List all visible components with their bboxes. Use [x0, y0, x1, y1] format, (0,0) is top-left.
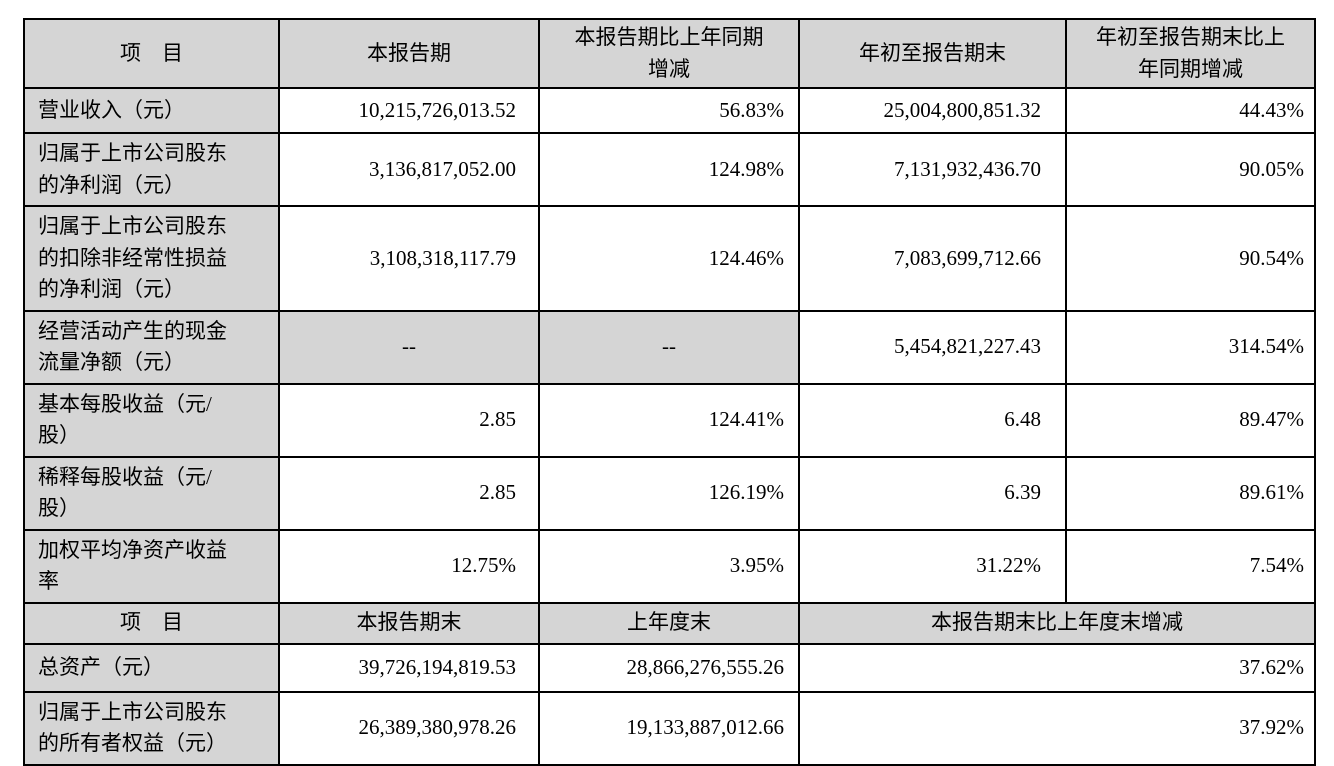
table-row-weighted-avg-roe: 加权平均净资产收益 率 12.75% 3.95% 31.22% 7.54%: [23, 528, 1316, 604]
value-cell: 7.54%: [1065, 528, 1316, 604]
value-cell: 19,133,887,012.66: [538, 690, 800, 766]
value-cell: 314.54%: [1065, 309, 1316, 385]
value-cell: 2.85: [278, 382, 540, 458]
header-cell-item: 项 目: [23, 601, 280, 645]
value-cell: 124.98%: [538, 132, 800, 207]
table-row-basic-eps: 基本每股收益（元/ 股） 2.85 124.41% 6.48 89.47%: [23, 382, 1316, 458]
header-cell-yoy-change: 本报告期比上年同期 增减: [538, 18, 800, 89]
value-cell: 89.61%: [1065, 455, 1316, 531]
value-cell: 6.48: [798, 382, 1067, 458]
value-cell: 28,866,276,555.26: [538, 642, 800, 693]
value-cell: 25,004,800,851.32: [798, 87, 1067, 134]
value-cell: 12.75%: [278, 528, 540, 604]
table-row-net-profit: 归属于上市公司股东 的净利润（元） 3,136,817,052.00 124.9…: [23, 132, 1316, 207]
value-cell: 31.22%: [798, 528, 1067, 604]
value-cell: 5,454,821,227.43: [798, 309, 1067, 385]
value-cell: 3.95%: [538, 528, 800, 604]
header-cell-current-period: 本报告期: [278, 18, 540, 89]
table-row-total-assets: 总资产（元） 39,726,194,819.53 28,866,276,555.…: [23, 642, 1316, 693]
value-cell: 37.62%: [798, 642, 1316, 693]
value-cell: 44.43%: [1065, 87, 1316, 134]
value-cell: 7,083,699,712.66: [798, 205, 1067, 312]
row-label: 稀释每股收益（元/ 股）: [23, 455, 280, 531]
row-label: 营业收入（元）: [23, 87, 280, 134]
table-row-deducted-net-profit: 归属于上市公司股东 的扣除非经常性损益 的净利润（元） 3,108,318,11…: [23, 205, 1316, 312]
header-cell-item: 项 目: [23, 18, 280, 89]
row-label: 加权平均净资产收益 率: [23, 528, 280, 604]
value-cell: 56.83%: [538, 87, 800, 134]
value-cell: 126.19%: [538, 455, 800, 531]
value-cell: --: [538, 309, 800, 385]
period-end-header-row: 项 目 本报告期末 上年度末 本报告期末比上年度末增减: [23, 601, 1316, 645]
value-cell: --: [278, 309, 540, 385]
header-cell-change-vs-prior-year-end: 本报告期末比上年度末增减: [798, 601, 1316, 645]
value-cell: 124.41%: [538, 382, 800, 458]
table-row-owners-equity: 归属于上市公司股东 的所有者权益（元） 26,389,380,978.26 19…: [23, 690, 1316, 766]
header-cell-period-end: 本报告期末: [278, 601, 540, 645]
row-label: 经营活动产生的现金 流量净额（元）: [23, 309, 280, 385]
value-cell: 124.46%: [538, 205, 800, 312]
row-label: 归属于上市公司股东 的所有者权益（元）: [23, 690, 280, 766]
header-cell-ytd-yoy-change: 年初至报告期末比上 年同期增减: [1065, 18, 1316, 89]
row-label: 总资产（元）: [23, 642, 280, 693]
table-row-diluted-eps: 稀释每股收益（元/ 股） 2.85 126.19% 6.39 89.61%: [23, 455, 1316, 531]
value-cell: 90.05%: [1065, 132, 1316, 207]
value-cell: 90.54%: [1065, 205, 1316, 312]
value-cell: 7,131,932,436.70: [798, 132, 1067, 207]
table-row-operating-cash-flow: 经营活动产生的现金 流量净额（元） -- -- 5,454,821,227.43…: [23, 309, 1316, 385]
row-label: 基本每股收益（元/ 股）: [23, 382, 280, 458]
period-header-row: 项 目 本报告期 本报告期比上年同期 增减 年初至报告期末 年初至报告期末比上 …: [23, 18, 1316, 89]
financial-summary-table: 项 目 本报告期 本报告期比上年同期 增减 年初至报告期末 年初至报告期末比上 …: [23, 18, 1316, 766]
value-cell: 39,726,194,819.53: [278, 642, 540, 693]
value-cell: 89.47%: [1065, 382, 1316, 458]
value-cell: 6.39: [798, 455, 1067, 531]
header-cell-ytd: 年初至报告期末: [798, 18, 1067, 89]
value-cell: 26,389,380,978.26: [278, 690, 540, 766]
value-cell: 10,215,726,013.52: [278, 87, 540, 134]
value-cell: 3,108,318,117.79: [278, 205, 540, 312]
value-cell: 3,136,817,052.00: [278, 132, 540, 207]
table-row-revenue: 营业收入（元） 10,215,726,013.52 56.83% 25,004,…: [23, 87, 1316, 134]
row-label: 归属于上市公司股东 的扣除非经常性损益 的净利润（元）: [23, 205, 280, 312]
value-cell: 37.92%: [798, 690, 1316, 766]
row-label: 归属于上市公司股东 的净利润（元）: [23, 132, 280, 207]
header-cell-prior-year-end: 上年度末: [538, 601, 800, 645]
value-cell: 2.85: [278, 455, 540, 531]
